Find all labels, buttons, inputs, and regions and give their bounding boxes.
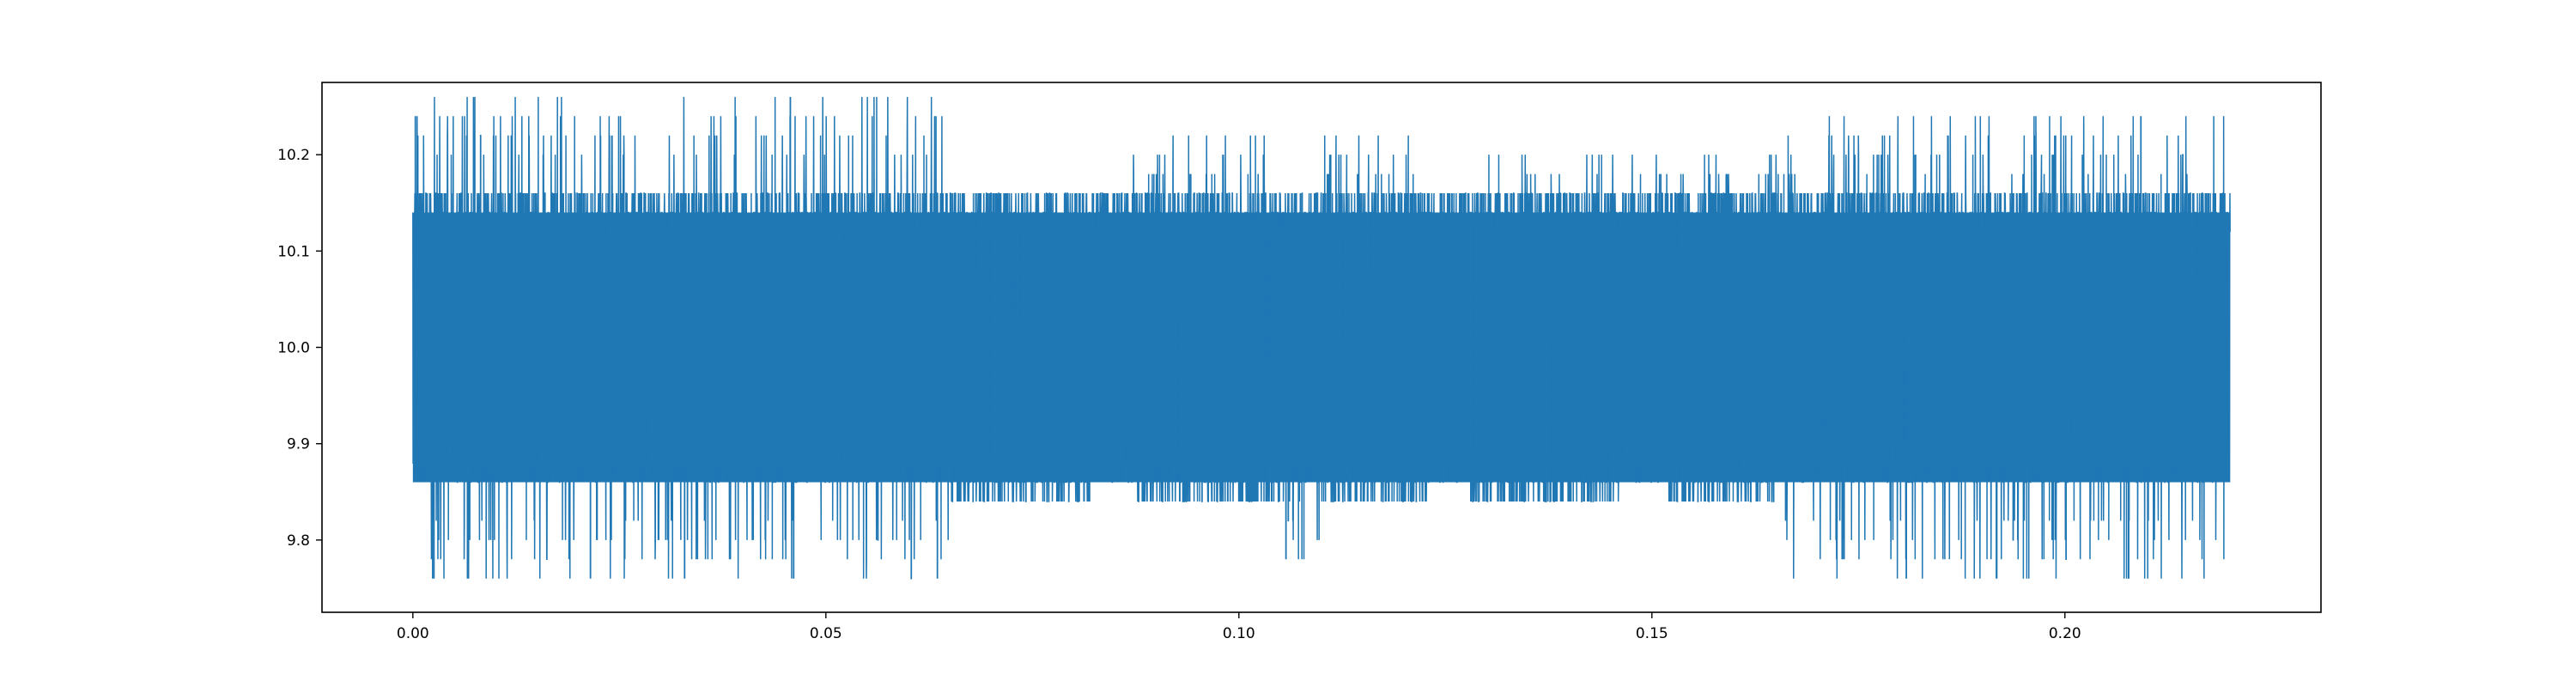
y-axis: 9.8 9.9 10.0 10.1 10.2 xyxy=(277,147,322,550)
x-tick-label: 0.15 xyxy=(1636,625,1668,642)
series-layer xyxy=(412,96,2231,580)
y-tick-label: 10.2 xyxy=(277,147,310,164)
y-tick-label: 9.9 xyxy=(287,436,310,453)
x-tick-label: 0.05 xyxy=(810,625,842,642)
x-tick-label: 0.00 xyxy=(397,625,429,642)
y-tick-label: 10.1 xyxy=(277,243,310,260)
x-axis: 0.00 0.05 0.10 0.15 0.20 xyxy=(397,612,2081,642)
y-tick-label: 9.8 xyxy=(287,532,310,550)
x-tick-label: 0.20 xyxy=(2049,625,2081,642)
series-line xyxy=(412,96,2231,580)
y-tick-label: 10.0 xyxy=(277,340,310,357)
x-tick-label: 0.10 xyxy=(1223,625,1255,642)
